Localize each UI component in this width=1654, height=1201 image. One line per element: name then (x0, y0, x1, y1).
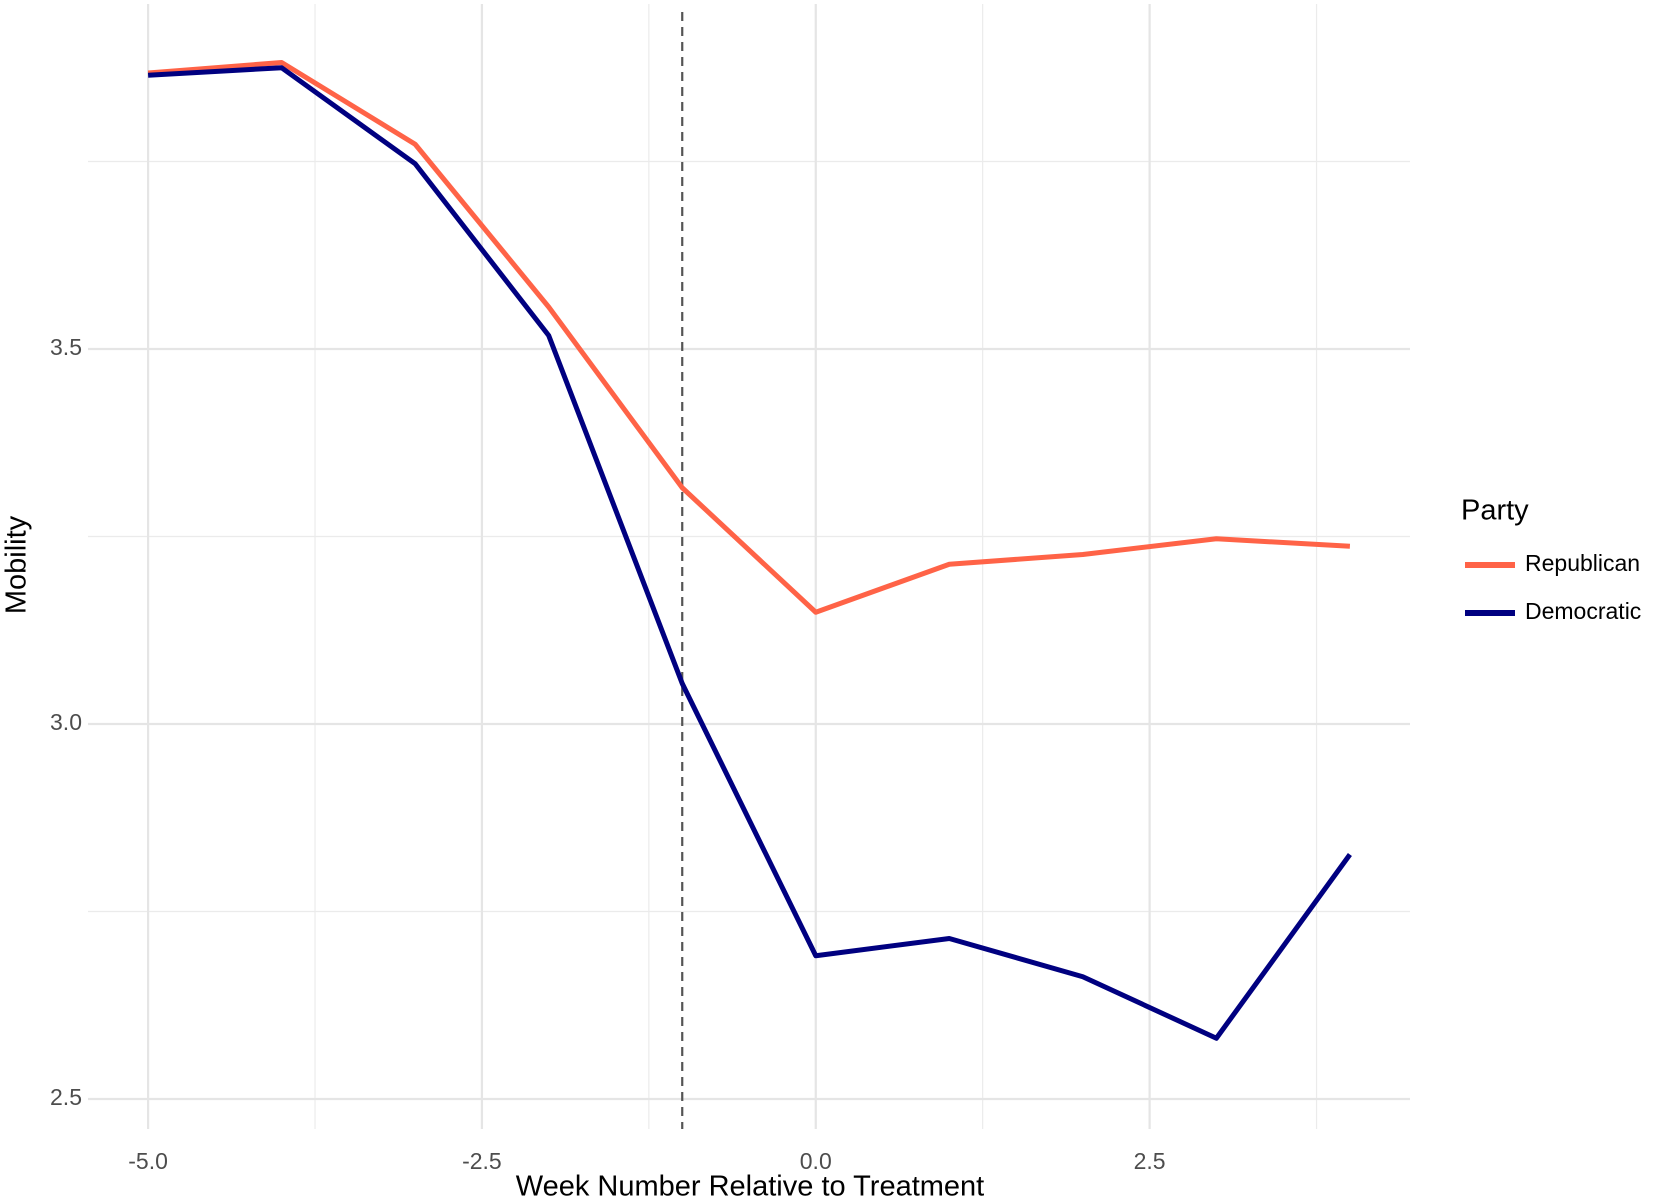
x-tick-label: 0.0 (800, 1148, 832, 1174)
y-tick-label: 3.5 (50, 334, 82, 360)
legend-title: Party (1461, 495, 1529, 527)
y-axis-title: Mobility (1, 515, 33, 614)
x-tick-label: -5.0 (128, 1148, 168, 1174)
x-tick-label: -2.5 (462, 1148, 502, 1174)
x-axis-title: Week Number Relative to Treatment (516, 1171, 985, 1201)
y-tick-label: 3.0 (50, 709, 82, 735)
series-line (147, 65, 1352, 1041)
series-line (147, 60, 1351, 615)
legend-label: Democratic (1525, 598, 1641, 624)
legend-label: Republican (1525, 550, 1640, 576)
y-tick-label: 2.5 (50, 1084, 82, 1110)
x-tick-label: 2.5 (1134, 1148, 1166, 1174)
